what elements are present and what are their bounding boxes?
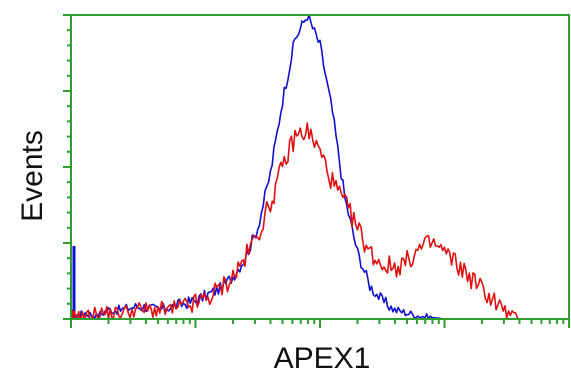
plot-frame (70, 14, 570, 320)
red-histogram-line (70, 122, 569, 320)
x-axis-label: APEX1 (274, 342, 371, 375)
blue-histogram-line (70, 14, 569, 320)
plot-axes (63, 14, 570, 328)
y-axis-label: Events (16, 130, 49, 222)
series-blue-line (70, 14, 569, 320)
series-red-line (70, 122, 569, 320)
